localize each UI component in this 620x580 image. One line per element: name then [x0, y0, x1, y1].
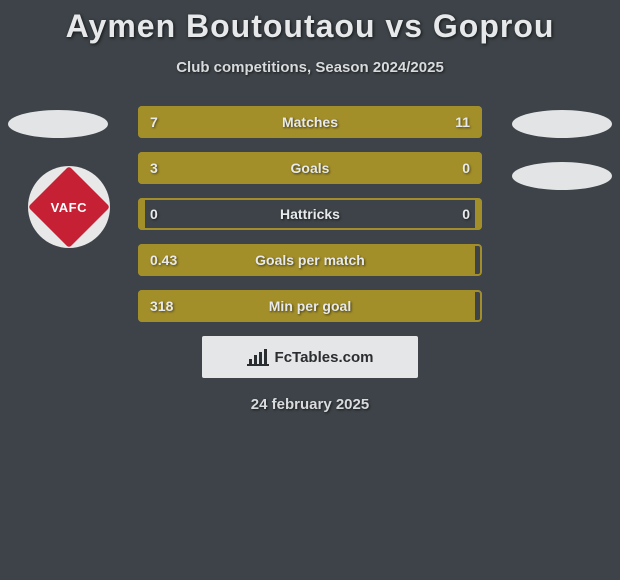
stat-label: Min per goal [138, 290, 482, 322]
club-logo-left: VAFC [28, 166, 110, 248]
brand-label: FcTables.com [275, 349, 374, 366]
page-title: Aymen Boutoutaou vs Goprou [0, 0, 620, 45]
player-left-badge-placeholder [8, 110, 108, 138]
brand-footer[interactable]: FcTables.com [202, 336, 418, 378]
page-subtitle: Club competitions, Season 2024/2025 [0, 59, 620, 76]
stat-row: 318Min per goal [138, 290, 482, 322]
stat-row: 711Matches [138, 106, 482, 138]
stat-label: Goals [138, 152, 482, 184]
stat-row: 0.43Goals per match [138, 244, 482, 276]
snapshot-date: 24 february 2025 [0, 396, 620, 413]
stat-label: Matches [138, 106, 482, 138]
stat-row: 00Hattricks [138, 198, 482, 230]
stat-label: Hattricks [138, 198, 482, 230]
stat-label: Goals per match [138, 244, 482, 276]
stat-bars: 711Matches 30Goals 00Hattricks 0.43Goals pe… [138, 106, 482, 322]
player-right-badge-placeholder [512, 110, 612, 138]
club-logo-text: VAFC [51, 200, 87, 215]
player-right-badge2-placeholder [512, 162, 612, 190]
stat-row: 30Goals [138, 152, 482, 184]
comparison-chart: VAFC 711Matches 30Goals 00Hattricks 0.43Goa… [0, 106, 620, 413]
bar-chart-icon [247, 348, 269, 366]
